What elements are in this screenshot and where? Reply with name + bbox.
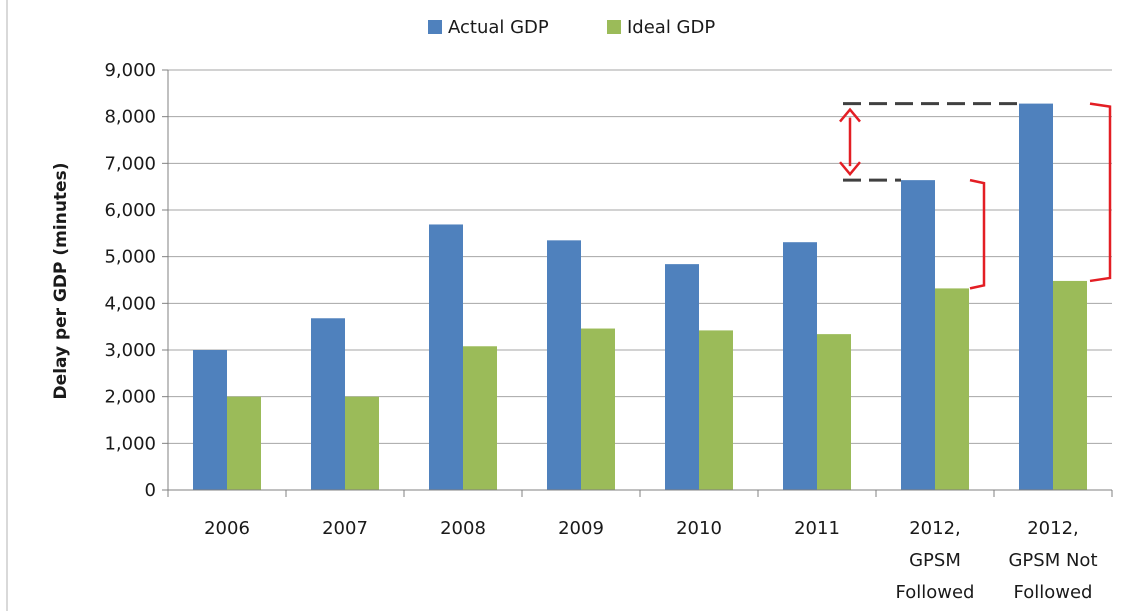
y-tick-label: 0: [145, 480, 156, 501]
y-tick-label: 9,000: [104, 60, 156, 81]
x-tick-label: 2012, GPSM Not Followed: [1008, 518, 1097, 603]
x-tick-label: 2006: [204, 518, 250, 539]
annotations: [839, 102, 1112, 290]
y-tick-label: 6,000: [104, 200, 156, 221]
y-tick-label: 1,000: [104, 433, 156, 454]
x-tick-label: 2012, GPSM Followed: [896, 518, 975, 603]
arrowhead-up: [839, 107, 861, 123]
legend-label-ideal: Ideal GDP: [627, 17, 715, 38]
legend-label-actual: Actual GDP: [448, 17, 549, 38]
bracket: [1089, 102, 1112, 283]
y-tick-label: 3,000: [104, 340, 156, 361]
arrowhead-down: [839, 161, 861, 177]
bar-ideal: [817, 334, 851, 490]
y-tick-label: 7,000: [104, 153, 156, 174]
bar-actual: [429, 224, 463, 490]
bar-actual: [901, 180, 935, 490]
y-tick-label: 8,000: [104, 107, 156, 128]
bar-actual: [547, 240, 581, 490]
bar-actual: [193, 350, 227, 490]
legend: Actual GDP Ideal GDP: [428, 17, 715, 38]
y-tick-label: 5,000: [104, 247, 156, 268]
bar-actual: [311, 318, 345, 490]
legend-swatch-actual: [428, 20, 442, 34]
legend-swatch-ideal: [607, 20, 621, 34]
bar-actual: [1019, 103, 1053, 490]
bar-actual: [783, 242, 817, 490]
x-tick-label: 2010: [676, 518, 722, 539]
bar-ideal: [1053, 280, 1087, 490]
y-tick-label: 2,000: [104, 387, 156, 408]
gridlines: [168, 69, 1112, 444]
bar-ideal: [463, 346, 497, 490]
bar-ideal: [581, 328, 615, 490]
bar-actual: [665, 264, 699, 490]
bar-ideal: [935, 288, 969, 490]
bar-ideal: [699, 330, 733, 490]
x-tick-label: 2008: [440, 518, 486, 539]
x-tick-label: 2011: [794, 518, 840, 539]
x-tick-label: 2009: [558, 518, 604, 539]
bar-ideal: [227, 396, 261, 490]
x-tick-label: 2007: [322, 518, 368, 539]
bars: [193, 103, 1087, 490]
y-tick-label: 4,000: [104, 293, 156, 314]
y-axis-title: Delay per GDP (minutes): [51, 163, 71, 400]
bar-ideal: [345, 396, 379, 490]
axes: 0 1,000 2,000 3,000 4,000 5,000 6,000 7,000 8,00…: [104, 60, 1113, 603]
bracket: [969, 178, 986, 290]
